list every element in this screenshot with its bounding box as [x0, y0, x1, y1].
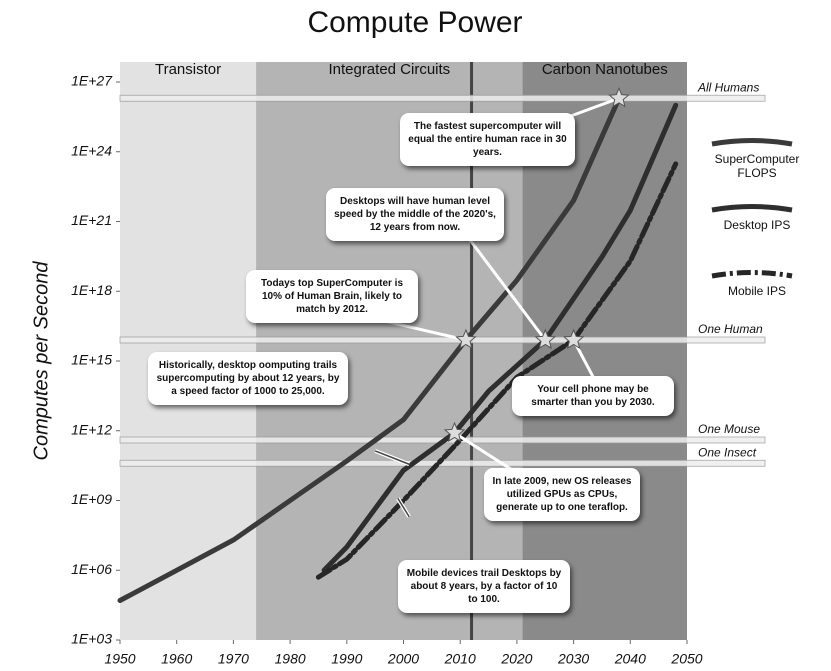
y-tick-label: 1E+21 [71, 212, 112, 228]
arrow [374, 450, 410, 465]
callout-pointer [468, 239, 547, 341]
era-label: Transistor [155, 61, 221, 78]
era-label: Integrated Circuits [328, 61, 450, 78]
reference-label: All Humans [697, 80, 759, 94]
callout: In late 2009, new OS releases utilized G… [484, 468, 640, 521]
legend-label: Mobile IPS [727, 284, 787, 298]
y-tick-label: 1E+06 [71, 561, 112, 577]
y-axis-label: Computes per Second [30, 261, 52, 461]
x-tick-label: 2050 [670, 651, 702, 667]
x-tick-label: 2020 [500, 651, 532, 667]
callout: Mobile devices trail Desktops by about 8… [398, 560, 570, 613]
y-tick-label: 1E+18 [71, 282, 112, 298]
callout: The fastest supercomputer will equal the… [400, 113, 575, 166]
y-tick-label: 1E+09 [71, 491, 112, 507]
y-tick-label: 1E+03 [71, 631, 112, 647]
x-tick-label: 1970 [218, 651, 249, 667]
series-line [315, 161, 679, 580]
era-label: Carbon Nanotubes [542, 61, 668, 78]
star-marker [534, 328, 557, 350]
y-tick-label: 1E+27 [71, 73, 113, 89]
star-marker [608, 87, 630, 108]
callout: Your cell phone may be smarter than you … [512, 376, 674, 416]
x-tick-label: 1990 [331, 651, 362, 667]
reference-label: One Insect [698, 445, 757, 459]
arrow [397, 498, 410, 518]
y-tick-label: 1E+24 [71, 142, 112, 158]
x-tick-label: 1950 [104, 651, 135, 667]
series-line [117, 95, 622, 603]
x-tick-label: 2010 [444, 651, 476, 667]
legend-swatch [711, 138, 793, 147]
legend-label: SuperComputer FLOPS [714, 152, 800, 180]
star-marker [562, 328, 585, 350]
x-tick-label: 2030 [557, 651, 589, 667]
star-marker [443, 421, 466, 443]
legend-label: Desktop IPS [723, 218, 791, 232]
reference-label: One Mouse [698, 422, 760, 436]
x-tick-label: 1980 [275, 651, 306, 667]
reference-label: One Human [698, 322, 763, 336]
callout: Desktops will have human level speed by … [326, 188, 504, 241]
legend-swatch [711, 204, 793, 213]
x-tick-label: 2040 [614, 651, 646, 667]
era-band [120, 62, 257, 640]
star-marker [455, 328, 477, 350]
callout: Historically, desktop oomputing trails s… [148, 352, 348, 405]
x-tick-label: 2000 [387, 651, 419, 667]
chart-title: Compute Power [307, 6, 522, 39]
callout: Todays top SuperComputer is 10% of Human… [246, 270, 418, 323]
y-tick-label: 1E+12 [71, 421, 112, 437]
legend-swatch [711, 270, 793, 279]
reference-line [119, 336, 766, 344]
y-tick-label: 1E+15 [71, 352, 112, 368]
reference-line [119, 94, 766, 102]
callout-pointer [379, 318, 467, 342]
x-tick-label: 1960 [161, 651, 192, 667]
series-line [321, 102, 679, 573]
